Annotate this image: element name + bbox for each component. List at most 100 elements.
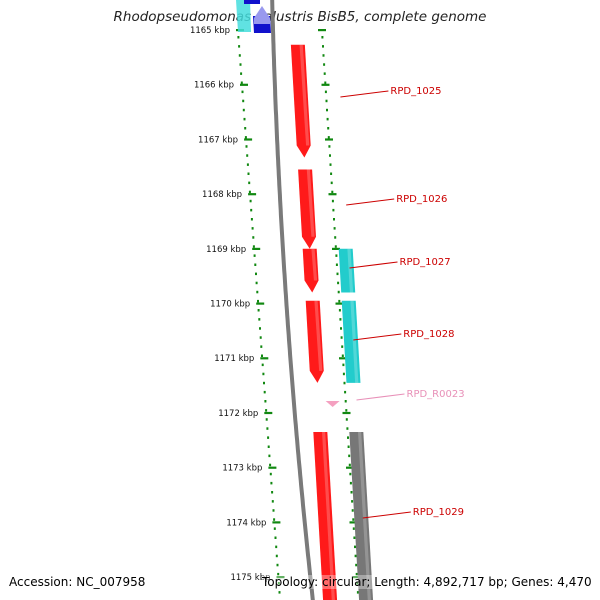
outer-major-tick <box>342 411 351 415</box>
outer-guide-dot <box>342 363 345 367</box>
tick-label: 1165 kbp <box>190 26 230 36</box>
outer-guide-dot <box>347 445 350 448</box>
outer-major-tick <box>325 138 333 141</box>
outer-major-tick <box>335 302 344 305</box>
tick-label: 1166 kbp <box>194 81 234 91</box>
inner-guide-dot <box>264 400 267 403</box>
genome-backbone <box>270 0 315 600</box>
inner-guide-dot <box>250 208 253 212</box>
outer-guide-dot <box>339 318 342 321</box>
outer-guide-dot <box>349 481 352 485</box>
outer-guide-dot <box>352 527 355 530</box>
outer-guide-dot <box>322 45 324 48</box>
outer-guide-dot <box>326 117 329 121</box>
inner-guide-dot <box>265 409 268 412</box>
outer-guide-dot <box>331 190 334 194</box>
tick-label: 1173 kbp <box>222 464 262 474</box>
outer-guide-dot <box>323 72 326 75</box>
outer-guide-dot <box>324 81 327 84</box>
inner-guide-dot <box>258 318 261 321</box>
inner-guide-dot <box>278 591 281 594</box>
inner-guide-dot <box>268 454 271 458</box>
gene-label-leader <box>346 198 395 206</box>
outer-guide-dot <box>336 272 339 276</box>
inner-guide-dot <box>250 218 253 221</box>
outer-guide-dot <box>356 591 359 594</box>
outer-guide-dot <box>350 491 353 494</box>
inner-guide-dot <box>259 336 262 339</box>
outer-guide-dot <box>324 90 327 94</box>
outer-guide-dot <box>342 372 345 376</box>
outer-guide-dot <box>335 254 338 257</box>
tick-label: 1168 kbp <box>202 190 242 200</box>
gene-label: RPD_R0023 <box>407 389 465 400</box>
outer-guide-dot <box>327 127 330 130</box>
inner-guide-dot <box>257 309 260 312</box>
inner-guide-dot <box>252 245 255 248</box>
gene-label: RPD_1027 <box>400 257 451 268</box>
outer-guide-dot <box>329 154 331 157</box>
outer-guide-dot <box>325 99 328 103</box>
outer-guide-dot <box>331 199 334 203</box>
gene-label-leader <box>340 90 389 98</box>
inner-guide-dot <box>263 390 266 394</box>
inner-guide-dot <box>251 227 254 230</box>
inner-guide-dot <box>261 354 263 357</box>
inner-guide-dot <box>277 572 280 576</box>
outer-major-tick <box>318 29 326 32</box>
inner-guide-dot <box>244 127 247 130</box>
outer-guide-dot <box>344 400 347 403</box>
inner-guide-dot <box>242 108 245 112</box>
gene-label-leader <box>362 511 411 519</box>
inner-guide-dot <box>274 536 277 539</box>
inner-guide-dot <box>242 99 245 103</box>
outer-major-tick <box>332 247 340 250</box>
major-tick <box>272 521 281 524</box>
inner-guide-dot <box>240 72 243 75</box>
inner-guide-dot <box>239 63 242 66</box>
backbone-layer <box>270 0 315 600</box>
inner-guide-dot <box>275 545 278 549</box>
inner-guide-dot <box>260 345 263 348</box>
gene-arrow <box>302 248 319 293</box>
map-title: Rhodopseudomonas palustris BisB5, comple… <box>113 9 487 25</box>
outer-guide-dot <box>321 36 324 39</box>
grey-feature-block <box>349 432 374 600</box>
inner-guide-dot <box>248 181 251 185</box>
outer-guide-dot <box>341 354 344 357</box>
major-tick <box>240 83 248 86</box>
inner-guide-dot <box>262 372 265 376</box>
inner-guide-dot <box>255 272 257 276</box>
gene-label: RPD_1026 <box>396 194 447 205</box>
outer-guide-dot <box>354 554 357 558</box>
outer-guide-dot <box>346 427 349 430</box>
inner-guide-dot <box>277 582 280 585</box>
outer-major-tick <box>328 193 337 196</box>
outer-major-tick <box>349 521 358 524</box>
major-tick <box>244 138 253 141</box>
outer-guide-dot <box>338 299 341 303</box>
inner-guide-dot <box>257 299 259 303</box>
topology-text: Topology: circular; Length: 4,892,717 bp… <box>262 575 592 589</box>
inner-guide-dot <box>246 163 249 166</box>
major-tick <box>252 247 261 250</box>
outer-guide-dot <box>326 108 328 112</box>
inner-guide-dot <box>241 90 244 94</box>
outer-guide-dot <box>345 409 348 412</box>
outer-guide-dot <box>332 208 335 212</box>
tick-label: 1167 kbp <box>198 135 238 145</box>
inner-guide-dot <box>259 327 261 330</box>
inner-guide-dot <box>237 36 240 39</box>
inner-guide-dot <box>276 563 279 567</box>
gene-arrow <box>313 432 338 600</box>
outer-guide-dot <box>351 500 354 503</box>
inner-guide-dot <box>240 81 243 84</box>
inner-guide-dot <box>247 172 250 175</box>
outer-major-tick <box>353 576 361 579</box>
outer-guide-dot <box>340 336 343 339</box>
gene-label: RPD_1025 <box>390 86 441 97</box>
inner-guide-dot <box>275 554 278 558</box>
tick-label: 1169 kbp <box>206 245 246 255</box>
inner-guide-dot <box>246 154 249 157</box>
